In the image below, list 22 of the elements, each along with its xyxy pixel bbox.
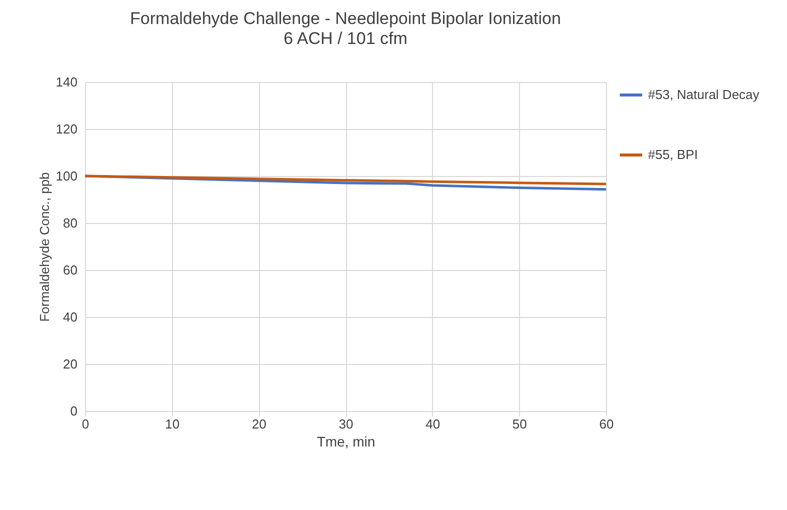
y-tick-label: 20	[63, 356, 78, 372]
x-tick-label: 20	[252, 416, 266, 432]
y-tick-label: 0	[70, 404, 78, 418]
x-tick-label: 0	[82, 416, 90, 432]
chart-subtitle: 6 ACH / 101 cfm	[284, 29, 408, 48]
x-tick-label: 60	[599, 416, 614, 432]
y-tick-label: 60	[63, 262, 78, 278]
y-tick-label: 40	[63, 310, 78, 324]
x-axis-title: Tme, min	[316, 434, 376, 450]
x-tick-label: 10	[165, 416, 180, 432]
legend-label: #55, BPI	[648, 147, 698, 162]
x-tick-label: 30	[338, 416, 354, 432]
x-tick-label: 40	[426, 416, 440, 432]
y-tick-label: 80	[63, 216, 78, 230]
chart-title: Formaldehyde Challenge - Needlepoint Bipolar Ionization	[130, 9, 561, 28]
y-tick-label: 100	[56, 168, 78, 184]
legend-label: #53, Natural Decay	[648, 87, 760, 102]
line-series	[84, 174, 608, 186]
y-tick-label: 140	[56, 74, 78, 90]
y-tick-label: 120	[56, 122, 78, 136]
x-tick-label: 50	[512, 416, 527, 432]
y-axis-title: Formaldehyde Conc., ppb	[36, 172, 52, 322]
